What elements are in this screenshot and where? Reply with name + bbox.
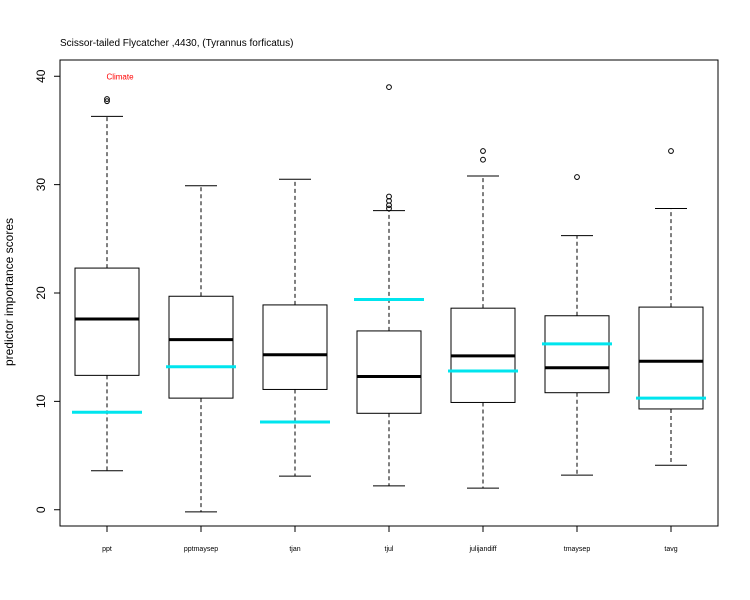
box-tjul — [354, 84, 424, 487]
climate-annotation: Climate — [106, 72, 134, 81]
box-tavg — [636, 148, 706, 466]
box-julijandiff — [448, 148, 518, 489]
box-iqr — [74, 267, 140, 376]
box-iqr — [544, 315, 610, 394]
y-tick-label: 20 — [34, 286, 48, 300]
box-ppt — [72, 96, 142, 472]
x-tick-label: tjul — [385, 546, 394, 553]
outlier-point — [386, 205, 392, 212]
x-tick-label: tmaysep — [564, 546, 591, 553]
box-tjan — [260, 178, 330, 477]
y-tick-label: 10 — [34, 394, 48, 408]
box-pptmaysep — [166, 185, 236, 513]
x-tick-label: tjan — [289, 546, 300, 553]
y-axis: 0 10 20 30 40 — [34, 69, 61, 513]
box-iqr — [168, 295, 234, 399]
y-tick-label: 0 — [34, 506, 48, 513]
x-axis: ppt pptmaysep tjan tjul julijandiff tmaysep ta… — [102, 525, 678, 553]
x-tick-label: julijandiff — [468, 546, 496, 553]
x-tick-label: ppt — [102, 546, 112, 553]
box-iqr — [262, 304, 328, 390]
outlier-point — [668, 148, 674, 154]
outlier-point — [480, 148, 486, 154]
y-axis-label: predictor importance scores — [2, 218, 16, 366]
y-tick-label: 40 — [34, 69, 48, 83]
outlier-point — [574, 174, 580, 180]
outlier-point — [386, 84, 392, 90]
boxes — [72, 84, 706, 513]
box-iqr — [356, 330, 422, 414]
y-tick-label: 30 — [34, 178, 48, 192]
box-iqr — [638, 306, 704, 410]
chart-title: Scissor-tailed Flycatcher ,4430, (Tyrann… — [60, 38, 293, 49]
x-tick-label: tavg — [664, 546, 677, 553]
outlier-point — [386, 193, 392, 200]
outlier-point — [480, 156, 486, 163]
box-tmaysep — [542, 174, 612, 476]
outlier-point — [104, 96, 110, 102]
x-tick-label: pptmaysep — [184, 546, 218, 553]
outlier-point — [104, 98, 110, 105]
